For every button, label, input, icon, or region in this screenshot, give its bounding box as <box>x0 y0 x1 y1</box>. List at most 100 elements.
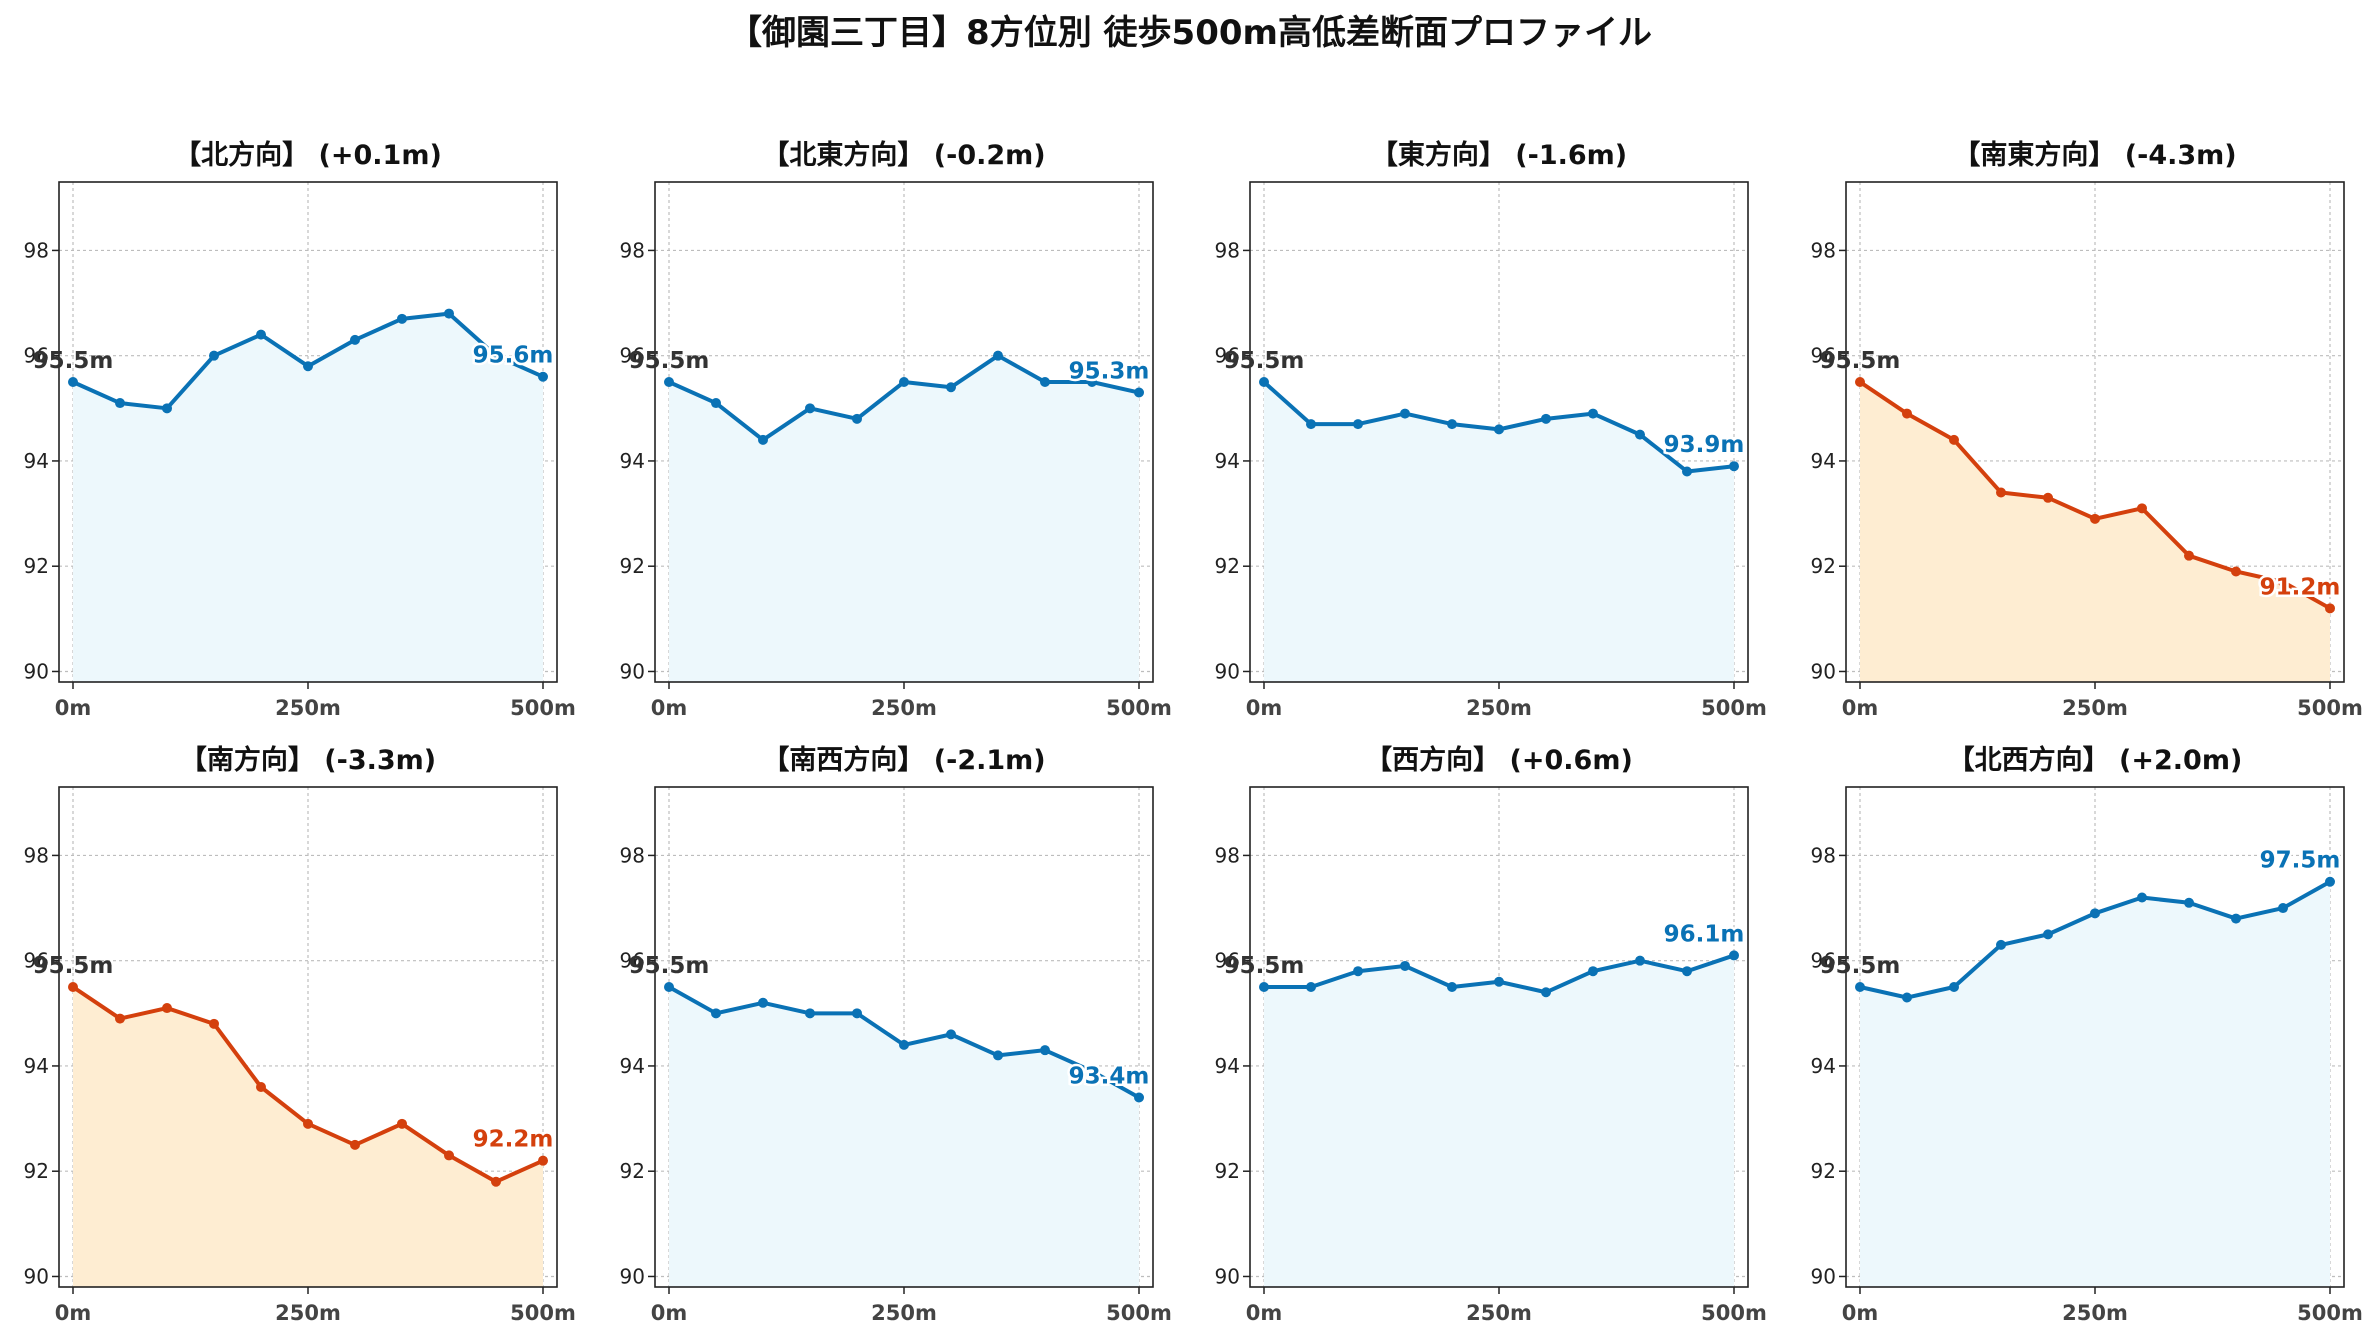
data-point <box>397 1118 407 1129</box>
data-point <box>491 1176 501 1187</box>
data-point <box>2184 897 2194 908</box>
x-tick-label: 500m <box>1701 696 1767 720</box>
data-point <box>1259 982 1269 992</box>
x-tick-label: 500m <box>2297 1301 2363 1325</box>
start-elevation-label: 95.5m <box>1224 953 1305 979</box>
x-tick-label: 250m <box>1466 696 1532 720</box>
data-point <box>946 1029 956 1040</box>
data-point <box>1494 976 1504 987</box>
y-tick-label: 94 <box>1811 1054 1836 1078</box>
x-tick-label: 0m <box>1842 1301 1879 1325</box>
data-point <box>805 403 815 414</box>
data-point <box>1588 408 1598 419</box>
x-tick-label: 250m <box>275 696 341 720</box>
data-point <box>1400 408 1410 419</box>
data-point <box>1306 982 1316 992</box>
panel-title: 【西方向】 (+0.6m) <box>1365 744 1633 776</box>
data-point <box>1635 955 1645 966</box>
data-point <box>491 350 501 361</box>
x-tick-label: 250m <box>1466 1301 1532 1325</box>
y-tick-label: 92 <box>1811 554 1836 578</box>
data-point <box>538 1155 548 1166</box>
elevation-area <box>73 313 543 682</box>
data-point <box>256 329 266 340</box>
data-point <box>1682 966 1692 977</box>
start-elevation-label: 95.5m <box>33 348 114 374</box>
y-tick-label: 98 <box>24 843 49 867</box>
data-point <box>1400 960 1410 971</box>
y-tick-label: 90 <box>620 659 645 683</box>
y-tick-label: 92 <box>24 1159 49 1183</box>
y-tick-label: 96 <box>24 344 49 368</box>
y-tick-label: 98 <box>24 238 49 262</box>
panel-title: 【南方向】 (-3.3m) <box>180 744 436 776</box>
data-point <box>2325 603 2335 614</box>
data-point <box>852 413 862 424</box>
y-tick-label: 92 <box>1811 1159 1836 1183</box>
data-point <box>350 334 360 345</box>
data-point <box>1134 387 1144 398</box>
x-tick-label: 250m <box>871 696 937 720</box>
start-elevation-label: 95.5m <box>629 348 710 374</box>
y-tick-label: 90 <box>1215 1264 1240 1288</box>
panel-title: 【北西方向】 (+2.0m) <box>1948 744 2243 776</box>
y-tick-label: 96 <box>1215 344 1240 368</box>
data-point <box>1996 939 2006 950</box>
data-point <box>2325 876 2335 887</box>
x-tick-label: 500m <box>2297 696 2363 720</box>
data-point <box>993 1050 1003 1061</box>
data-point <box>2043 929 2053 940</box>
start-elevation-label: 95.5m <box>33 953 114 979</box>
data-point <box>209 1018 219 1029</box>
data-point <box>1541 413 1551 424</box>
data-point <box>2184 550 2194 561</box>
data-point <box>68 377 78 387</box>
data-point <box>1087 377 1097 387</box>
data-point <box>162 1003 172 1014</box>
data-point <box>1353 419 1363 430</box>
elevation-area <box>1264 955 1734 1287</box>
profile-panel-2: 【東方向】 (-1.6m) 90 92 94 96 98 0m 250m 500m 95.5m 93… <box>1215 139 1767 720</box>
data-point <box>1902 992 1912 1003</box>
profile-panel-4: 【南方向】 (-3.3m) 90 92 94 96 98 0m 250m 500m 95.5m 92… <box>24 744 576 1325</box>
profile-panel-0: 【北方向】 (+0.1m) 90 92 94 96 98 0m 250m 500m 95.5m 95… <box>24 139 576 720</box>
x-tick-label: 500m <box>1106 1301 1172 1325</box>
end-elevation-label: 96.1m <box>1664 921 1745 947</box>
data-point <box>664 982 674 992</box>
data-point <box>303 361 313 372</box>
data-point <box>68 982 78 992</box>
start-elevation-label: 95.5m <box>1820 953 1901 979</box>
y-tick-label: 90 <box>620 1264 645 1288</box>
x-tick-label: 0m <box>1842 696 1879 720</box>
x-tick-label: 0m <box>55 1301 92 1325</box>
start-elevation-label: 95.5m <box>629 953 710 979</box>
y-tick-label: 98 <box>620 238 645 262</box>
end-elevation-label: 93.9m <box>1664 432 1745 458</box>
data-point <box>805 1008 815 1019</box>
data-point <box>115 1013 125 1024</box>
data-point <box>1902 408 1912 419</box>
data-point <box>444 1150 454 1161</box>
data-point <box>1996 487 2006 498</box>
data-point <box>899 377 909 387</box>
data-point <box>397 313 407 324</box>
data-point <box>1635 429 1645 440</box>
data-point <box>115 398 125 409</box>
data-point <box>1855 982 1865 992</box>
data-point <box>1353 966 1363 977</box>
data-point <box>711 398 721 409</box>
profile-panel-1: 【北東方向】 (-0.2m) 90 92 94 96 98 0m 250m 500m 95.5m 9… <box>620 139 1172 720</box>
y-tick-label: 94 <box>1215 449 1240 473</box>
x-tick-label: 0m <box>1246 1301 1283 1325</box>
data-point <box>1040 377 1050 387</box>
data-point <box>2043 492 2053 503</box>
end-elevation-label: 95.3m <box>1069 359 1150 385</box>
data-point <box>758 997 768 1008</box>
data-point <box>2090 513 2100 524</box>
data-point <box>993 350 1003 361</box>
y-tick-label: 90 <box>1215 659 1240 683</box>
panel-title: 【南西方向】 (-2.1m) <box>762 744 1045 776</box>
data-point <box>444 308 454 319</box>
figure-title: 【御園三丁目】8方位別 徒歩500m高低差断面プロファイル <box>728 13 1652 53</box>
